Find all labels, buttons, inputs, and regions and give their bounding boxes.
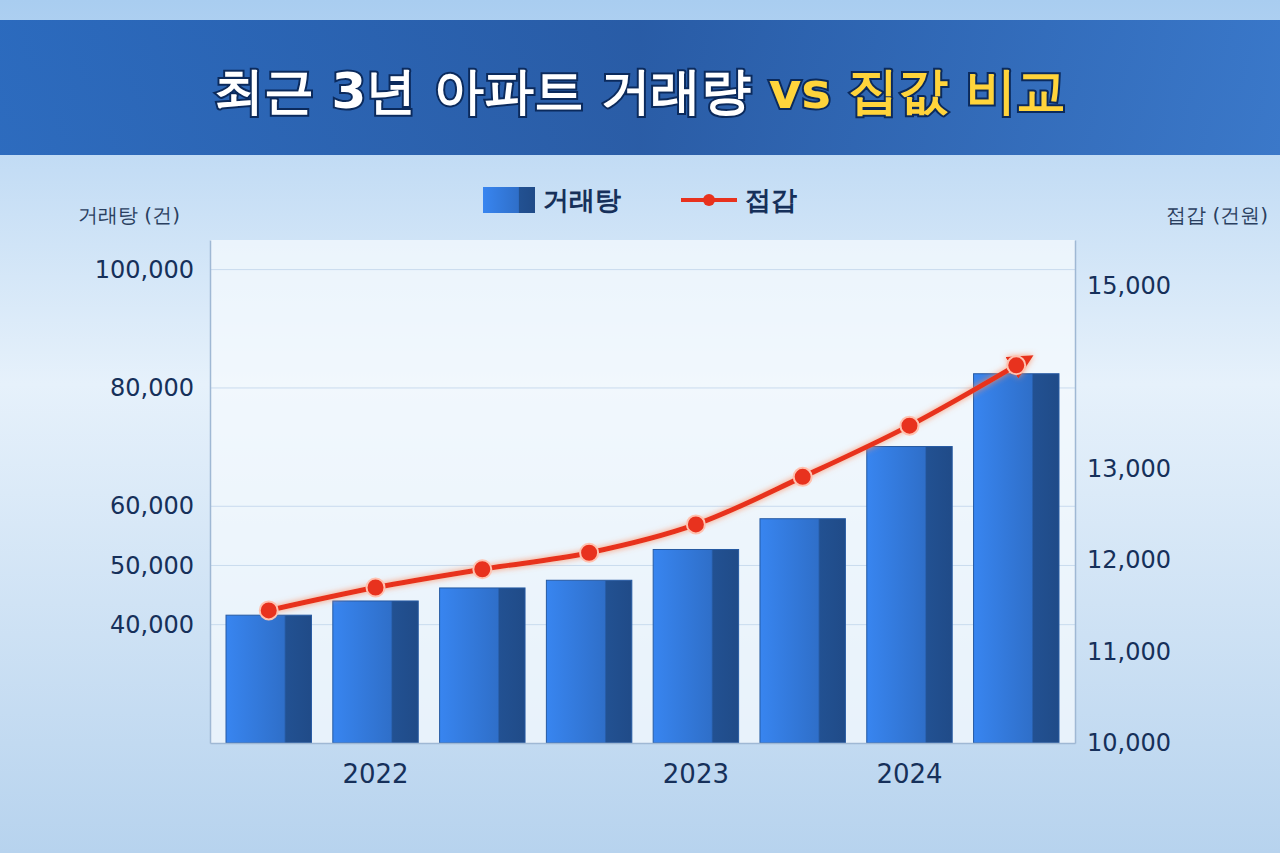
legend-swatch <box>703 194 715 206</box>
tick: 11,000 <box>1075 638 1171 666</box>
bar <box>333 601 418 743</box>
axis-title: 접갑 (건원) <box>1166 203 1268 227</box>
axis-line <box>1075 241 1077 744</box>
tick: 60,000 <box>110 492 210 520</box>
point <box>900 417 918 435</box>
tick-label: 2024 <box>876 759 942 789</box>
tick-label: 80,000 <box>110 374 194 402</box>
y-axis: 40,000 50,000 60,000 80,000 100,000 <box>95 241 211 744</box>
legend-item: 거래탕 <box>483 185 621 215</box>
point <box>1007 356 1025 374</box>
tick-label: 2022 <box>342 759 408 789</box>
tick: 50,000 <box>110 552 210 580</box>
tick: 2024 <box>876 743 942 789</box>
point <box>367 579 385 597</box>
point <box>260 601 278 619</box>
tick: 100,000 <box>95 256 210 284</box>
axis-line <box>210 241 212 744</box>
tick: 80,000 <box>110 374 210 402</box>
tick-label: 13,000 <box>1087 455 1171 483</box>
tick: 15,000 <box>1075 272 1171 300</box>
legend-swatch <box>483 187 535 213</box>
tick-label: 2023 <box>663 759 729 789</box>
legend-item: 접갑 <box>681 185 797 215</box>
legend-label: 거래탕 <box>543 185 621 215</box>
legend-label: 접갑 <box>745 185 797 215</box>
bar <box>974 374 1059 743</box>
title-band <box>0 20 1280 155</box>
grid-line <box>210 387 1075 388</box>
bar <box>546 580 631 743</box>
axis-title: 거래탕 (건) <box>78 203 180 227</box>
tick-label: 15,000 <box>1087 272 1171 300</box>
plot-area <box>210 240 1075 743</box>
title: 최근 3년 아파트 거래량 vs 집값 비교 <box>214 62 1066 120</box>
bar <box>653 549 738 743</box>
bar <box>867 447 952 743</box>
tick: 2023 <box>663 743 729 789</box>
x-axis: 2022 2023 2024 <box>211 743 1076 789</box>
tick-label: 50,000 <box>110 552 194 580</box>
bar <box>760 519 845 743</box>
tick-label: 100,000 <box>95 256 194 284</box>
tick: 10,000 <box>1075 729 1171 757</box>
tick: 12,000 <box>1075 546 1171 574</box>
chart: 최근 3년 아파트 거래량 vs 집값 비교 40,000 50,000 60,000… <box>0 0 1280 853</box>
y2-axis: 10,000 11,000 12,000 13,000 15,000 <box>1075 241 1171 758</box>
point <box>473 560 491 578</box>
axis-line <box>211 743 1076 745</box>
line <box>269 365 1017 610</box>
tick-label: 10,000 <box>1087 729 1171 757</box>
tick: 13,000 <box>1075 455 1171 483</box>
background <box>0 0 1280 853</box>
point <box>580 544 598 562</box>
marks <box>226 356 1059 743</box>
point <box>687 515 705 533</box>
bar <box>440 588 525 743</box>
tick-label: 40,000 <box>110 611 194 639</box>
point <box>794 468 812 486</box>
tick-label: 12,000 <box>1087 546 1171 574</box>
grid-line <box>210 269 1075 270</box>
tick-label: 11,000 <box>1087 638 1171 666</box>
tick: 2022 <box>342 743 408 789</box>
tick: 40,000 <box>110 611 210 639</box>
legend: 거래탕 접갑 <box>483 185 797 215</box>
tick-label: 60,000 <box>110 492 194 520</box>
bar <box>226 615 311 743</box>
